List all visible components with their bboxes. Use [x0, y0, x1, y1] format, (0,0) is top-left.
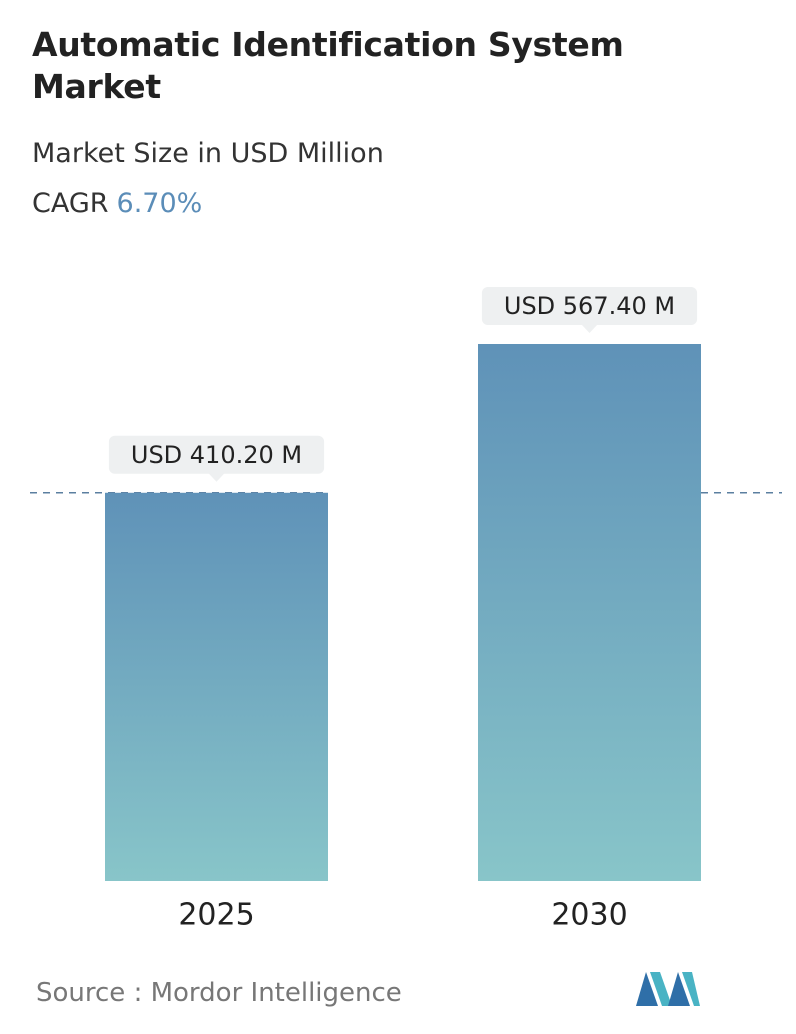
data-label: USD 410.20 M [131, 441, 302, 469]
bar [478, 344, 701, 881]
source: Source : Mordor Intelligence [36, 978, 402, 1008]
bar [105, 492, 328, 881]
cagr-value: 6.70% [116, 188, 203, 219]
x-tick-label: 2030 [551, 898, 627, 933]
chart-title: Automatic Identification System Market [32, 25, 624, 106]
value-label-pointer [208, 473, 225, 482]
cagr-label: CAGR [32, 188, 109, 219]
value-label-box [481, 287, 698, 325]
value-label: USD 410.20 M [108, 435, 325, 482]
value-label-pointer [581, 324, 598, 333]
value-label: USD 567.40 M [481, 287, 698, 333]
logo [636, 972, 700, 1006]
cagr: CAGR 6.70% [32, 188, 202, 219]
x-tick-label: 2025 [178, 898, 254, 933]
chart-subtitle: Market Size in USD Million [32, 138, 384, 169]
value-label-box [108, 435, 325, 474]
data-label: USD 567.40 M [504, 292, 675, 320]
